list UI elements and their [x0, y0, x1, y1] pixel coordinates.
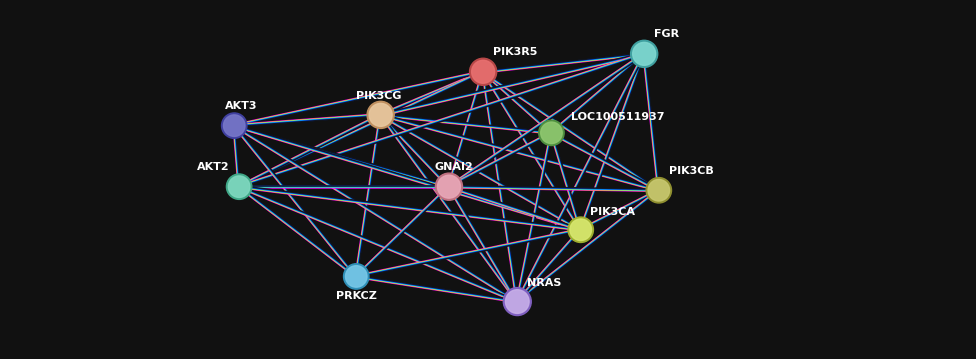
Text: PIK3R5: PIK3R5	[493, 47, 537, 57]
Text: AKT2: AKT2	[197, 162, 229, 172]
Text: AKT3: AKT3	[224, 101, 257, 111]
Circle shape	[568, 217, 593, 242]
Circle shape	[346, 266, 367, 287]
Text: LOC100511937: LOC100511937	[571, 112, 665, 122]
Circle shape	[630, 40, 658, 67]
Circle shape	[632, 42, 656, 65]
Circle shape	[437, 175, 461, 198]
Circle shape	[469, 58, 497, 85]
Circle shape	[648, 180, 670, 201]
Circle shape	[506, 290, 529, 313]
Circle shape	[226, 174, 252, 199]
Text: FGR: FGR	[654, 29, 679, 39]
Text: GNAI2: GNAI2	[434, 162, 473, 172]
Circle shape	[570, 219, 591, 241]
Text: PRKCZ: PRKCZ	[336, 291, 377, 301]
Circle shape	[369, 103, 392, 126]
Circle shape	[435, 173, 463, 200]
Circle shape	[344, 264, 369, 289]
Text: PIK3CA: PIK3CA	[590, 207, 635, 217]
Circle shape	[222, 113, 247, 138]
Circle shape	[471, 60, 495, 83]
Circle shape	[541, 122, 562, 144]
Circle shape	[539, 120, 564, 145]
Text: NRAS: NRAS	[527, 278, 561, 288]
Text: PIK3CG: PIK3CG	[356, 90, 402, 101]
Circle shape	[367, 101, 394, 129]
Circle shape	[224, 115, 245, 136]
Circle shape	[646, 178, 671, 203]
Text: PIK3CB: PIK3CB	[669, 166, 713, 176]
Circle shape	[228, 176, 250, 197]
Circle shape	[504, 288, 531, 316]
